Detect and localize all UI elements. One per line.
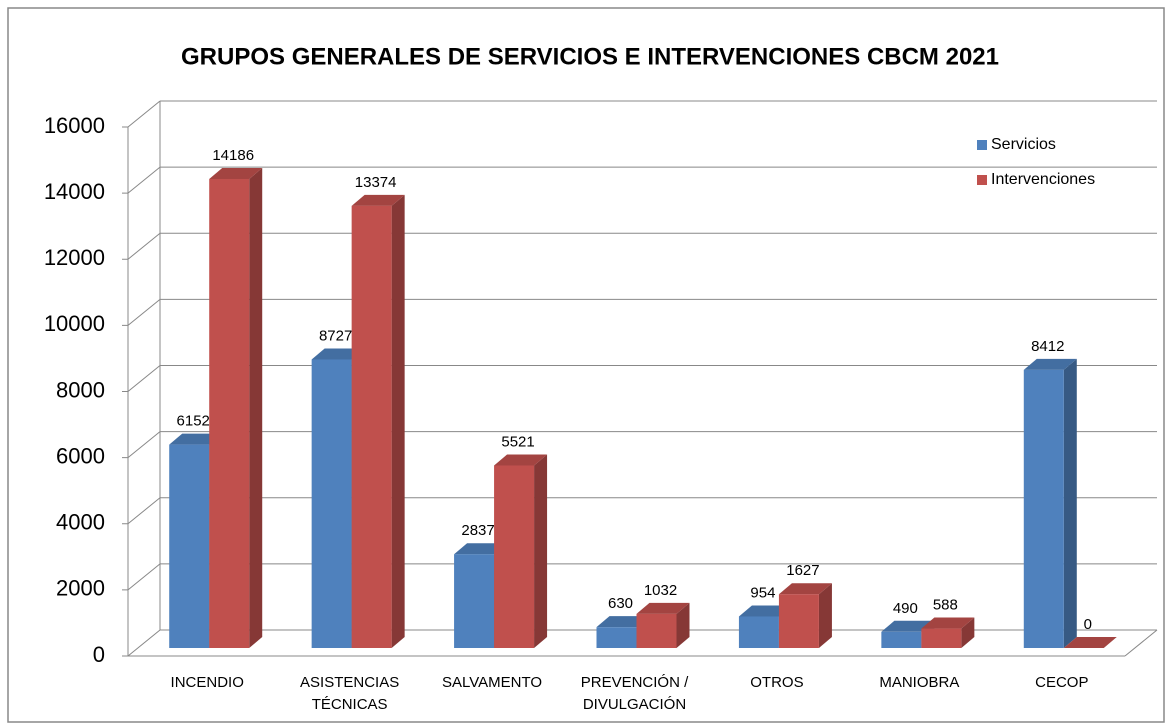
- bar-top: [209, 167, 263, 179]
- value-label: 2837: [461, 522, 494, 539]
- bar-side: [961, 617, 975, 648]
- bar: [454, 554, 495, 648]
- bar: [209, 178, 250, 648]
- bar: [351, 205, 392, 648]
- floor-right: [1124, 629, 1158, 657]
- bar: [881, 631, 922, 648]
- grid-line-side: [127, 298, 161, 326]
- chart-title: GRUPOS GENERALES DE SERVICIOS E INTERVEN…: [181, 43, 999, 70]
- legend-label: Intervenciones: [991, 171, 1095, 188]
- bar: [596, 627, 637, 648]
- bar-top: [778, 583, 832, 595]
- y-tick-label: 0: [93, 642, 105, 667]
- bar-top: [494, 454, 548, 466]
- bar-side: [1063, 358, 1077, 648]
- grid-line-side: [127, 497, 161, 525]
- value-label: 14186: [212, 147, 254, 164]
- x-tick-label: SALVAMENTO: [442, 674, 543, 691]
- value-label: 8727: [319, 327, 352, 344]
- y-tick-label: 12000: [44, 245, 105, 270]
- x-tick-label: CECOP: [1035, 674, 1089, 691]
- bar-top: [636, 602, 690, 614]
- y-tick-label: 2000: [56, 576, 105, 601]
- bar: [169, 444, 210, 648]
- x-tick-label: MANIOBRA: [879, 674, 960, 691]
- value-label: 0: [1084, 616, 1092, 633]
- value-label: 8412: [1031, 338, 1064, 355]
- legend-swatch: [977, 175, 987, 185]
- bar: [921, 628, 962, 648]
- bar-top: [881, 620, 935, 632]
- bar-top: [1063, 637, 1117, 648]
- y-tick-label: 16000: [44, 113, 105, 138]
- grid-line-side: [127, 232, 161, 260]
- y-tick-label: 14000: [44, 179, 105, 204]
- x-tick-label: OTROS: [750, 674, 804, 691]
- bar-side: [534, 454, 548, 648]
- bar-top: [351, 194, 405, 206]
- grid-line-side: [127, 166, 161, 194]
- legend-label: Servicios: [991, 136, 1056, 153]
- y-tick-label: 10000: [44, 311, 105, 336]
- bar-top: [454, 543, 508, 555]
- value-label: 588: [933, 597, 958, 614]
- bar-top: [311, 348, 365, 360]
- value-label: 5521: [501, 433, 534, 450]
- x-tick-label: ASISTENCIAS TÉCNICAS: [300, 674, 400, 713]
- grid-line-side: [127, 629, 161, 657]
- bar-side: [676, 602, 690, 648]
- bar-side: [249, 167, 263, 648]
- y-tick-label: 6000: [56, 443, 105, 468]
- value-label: 1627: [786, 562, 819, 579]
- y-tick-label: 8000: [56, 377, 105, 402]
- x-tick-label: INCENDIO: [170, 674, 244, 691]
- bar: [636, 613, 677, 648]
- grid-line-side: [127, 563, 161, 591]
- value-label: 1032: [644, 582, 677, 599]
- bar: [778, 594, 819, 648]
- legend-swatch: [977, 140, 987, 150]
- bar-side: [818, 583, 832, 648]
- y-tick-label: 4000: [56, 510, 105, 535]
- bar-top: [738, 605, 792, 617]
- grid-line-side: [127, 100, 161, 128]
- bar: [738, 616, 779, 648]
- x-tick-label: PREVENCIÓN / DIVULGACIÓN: [580, 674, 689, 713]
- bar-top: [596, 616, 650, 628]
- value-label: 630: [608, 595, 633, 612]
- bar-top: [1023, 358, 1077, 370]
- bar: [494, 465, 535, 648]
- grid-line-side: [127, 431, 161, 459]
- value-label: 954: [750, 584, 775, 601]
- value-label: 490: [893, 600, 918, 617]
- bar: [311, 359, 352, 648]
- bar: [1023, 369, 1064, 648]
- value-label: 6152: [177, 413, 210, 430]
- bar-side: [391, 194, 405, 648]
- grid-line-side: [127, 365, 161, 392]
- bar-top: [921, 617, 975, 629]
- value-label: 13374: [355, 174, 397, 191]
- bar-top: [169, 433, 223, 445]
